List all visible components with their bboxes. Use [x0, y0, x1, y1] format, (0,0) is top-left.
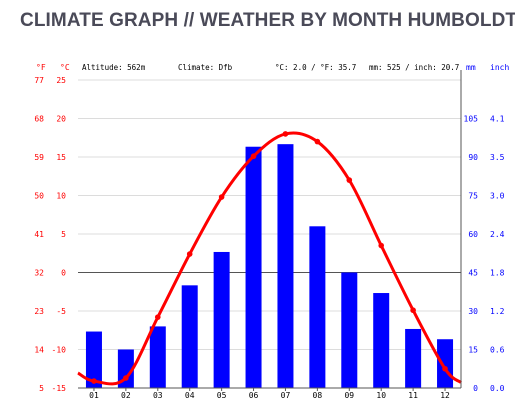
- temperature-curve: [77, 131, 462, 386]
- right-tick-inch: 0.0: [490, 384, 505, 393]
- right-tick-inch: 1.8: [490, 269, 505, 278]
- x-tick-label: 06: [249, 391, 259, 400]
- right-tick-mm: 60: [468, 230, 478, 239]
- left-tick-f: 5: [39, 384, 44, 393]
- precip-bar: [181, 285, 198, 388]
- x-tick-label: 10: [376, 391, 386, 400]
- precip-bar: [405, 328, 422, 388]
- precip-bar: [309, 226, 326, 388]
- unit-inch-label: inch: [490, 63, 509, 72]
- left-tick-c: 25: [56, 76, 66, 85]
- x-tick-label: 02: [121, 391, 131, 400]
- left-tick-c: 5: [61, 230, 66, 239]
- temperature-point: [91, 378, 97, 384]
- right-tick-inch: 2.4: [490, 230, 505, 239]
- right-tick-inch: 3.5: [490, 153, 505, 162]
- left-tick-f: 50: [34, 192, 44, 201]
- left-tick-f: 68: [34, 115, 44, 124]
- left-tick-c: 15: [56, 153, 66, 162]
- x-tick-label: 11: [408, 391, 418, 400]
- left-tick-c: -5: [56, 307, 66, 316]
- precip-total-label: mm: 525 / inch: 20.7: [369, 63, 459, 72]
- x-tick-label: 05: [217, 391, 227, 400]
- precip-bar: [85, 331, 102, 388]
- x-tick-label: 01: [89, 391, 99, 400]
- right-tick-mm: 0: [473, 384, 478, 393]
- precip-bar: [149, 326, 166, 388]
- x-tick-label: 07: [281, 391, 291, 400]
- precip-bar: [341, 272, 358, 388]
- precip-bar: [437, 339, 454, 388]
- chart-header: °F °C Altitude: 562m Climate: Dfb °C: 2.…: [36, 63, 509, 72]
- temperature-point: [442, 365, 448, 372]
- left-tick-c: -10: [52, 346, 67, 355]
- left-tick-f: 32: [34, 269, 44, 278]
- x-tick-label: 09: [344, 391, 354, 400]
- precip-bar: [117, 349, 134, 388]
- temperature-point: [123, 375, 129, 381]
- left-tick-f: 23: [34, 307, 44, 316]
- temperature-point: [346, 177, 353, 183]
- left-tick-c: -15: [52, 384, 67, 393]
- right-tick-mm: 30: [468, 307, 478, 316]
- x-tick-label: 04: [185, 391, 195, 400]
- right-tick-mm: 105: [464, 115, 479, 124]
- temperature-point: [282, 131, 289, 137]
- avg-temp-label: °C: 2.0 / °F: 35.7: [275, 63, 356, 72]
- precipitation-bars: [85, 144, 454, 388]
- right-tick-inch: 3.0: [490, 192, 505, 201]
- left-tick-f: 41: [34, 230, 44, 239]
- right-tick-inch: 1.2: [490, 307, 505, 316]
- temperature-line: [77, 131, 462, 386]
- temperature-point: [186, 251, 193, 257]
- left-tick-c: 0: [61, 269, 66, 278]
- x-tick-label: 08: [313, 391, 323, 400]
- temperature-point: [378, 242, 385, 249]
- temperature-point: [250, 153, 257, 160]
- temperature-point: [154, 314, 161, 320]
- unit-f-label: °F: [36, 63, 46, 72]
- left-tick-f: 14: [34, 346, 44, 355]
- climate-label: Climate: Dfb: [178, 63, 233, 72]
- left-tick-c: 20: [56, 115, 66, 124]
- left-tick-f: 77: [34, 76, 44, 85]
- right-tick-inch: 4.1: [490, 115, 505, 124]
- grid-lines: [78, 79, 461, 389]
- x-tick-label: 12: [440, 391, 450, 400]
- precip-bar: [373, 293, 390, 388]
- temperature-point: [410, 307, 416, 314]
- axes: [78, 70, 462, 391]
- right-tick-mm: 45: [468, 269, 478, 278]
- altitude-label: Altitude: 562m: [82, 63, 146, 72]
- unit-c-label: °C: [60, 63, 70, 72]
- precip-bar: [277, 144, 294, 388]
- right-tick-mm: 90: [468, 153, 478, 162]
- right-tick-inch: 0.6: [490, 346, 505, 355]
- right-tick-mm: 15: [468, 346, 478, 355]
- precip-bar: [213, 251, 230, 388]
- temperature-point: [314, 138, 321, 145]
- unit-mm-label: mm: [466, 63, 476, 72]
- page-title: CLIMATE GRAPH // WEATHER BY MONTH HUMBOL…: [20, 10, 515, 31]
- precip-bar: [245, 146, 262, 388]
- left-tick-f: 59: [34, 153, 44, 162]
- temperature-point: [218, 194, 225, 200]
- left-tick-c: 10: [56, 192, 66, 201]
- x-tick-label: 03: [153, 391, 163, 400]
- right-tick-mm: 75: [468, 192, 478, 201]
